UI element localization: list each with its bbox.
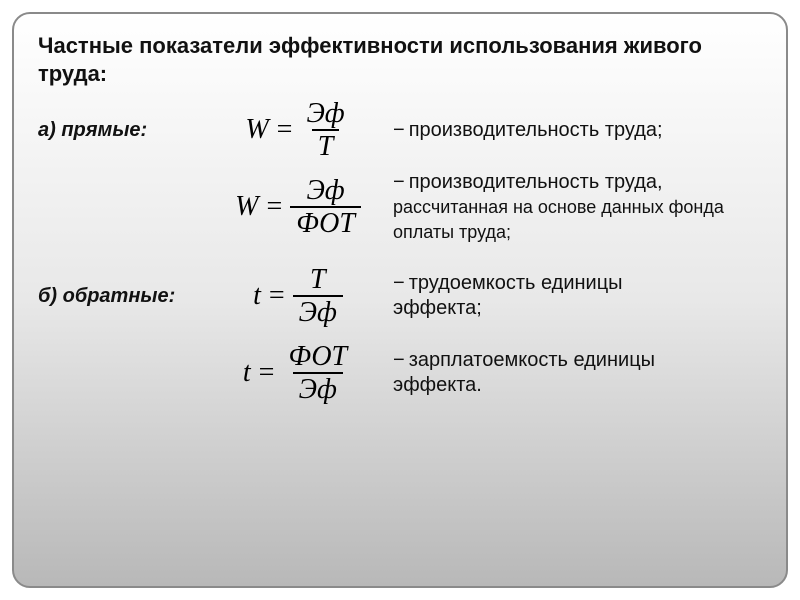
section-b-label: б) обратные: <box>38 285 203 308</box>
f2-lhs: W <box>235 191 258 223</box>
formula-row-2: W = Эф ФОТ −производительность труда, ра… <box>38 170 762 245</box>
f1-num: Эф <box>300 99 350 129</box>
desc-2: −производительность труда, рассчитанная … <box>393 170 762 245</box>
slide: Частные показатели эффективности использ… <box>12 12 788 588</box>
f1-den: T <box>312 129 340 161</box>
f2-num: Эф <box>300 176 350 206</box>
formula-row-1: а) прямые: W = Эф T −производительность … <box>38 99 762 162</box>
f4-num: ФОТ <box>282 342 353 372</box>
f4-lhs: t <box>243 357 251 389</box>
slide-title: Частные показатели эффективности использ… <box>38 32 762 87</box>
formula-row-4: t = ФОТ Эф −зарплатоемкость единицы эффе… <box>38 342 762 405</box>
desc-4: −зарплатоемкость единицы эффекта. <box>393 348 762 398</box>
f3-num: T <box>304 265 332 295</box>
f3-lhs: t <box>253 280 261 312</box>
f2-den: ФОТ <box>290 206 361 238</box>
f1-lhs: W <box>245 114 268 146</box>
formula-1: W = Эф T <box>203 99 393 162</box>
equals-sign: = <box>259 357 275 389</box>
equals-sign: = <box>269 280 285 312</box>
desc-3: −трудоемкость единицы эффекта; <box>393 271 762 321</box>
f4-den: Эф <box>293 372 343 404</box>
formula-row-3: б) обратные: t = T Эф −трудоемкость един… <box>38 265 762 328</box>
formula-4: t = ФОТ Эф <box>203 342 393 405</box>
equals-sign: = <box>277 114 293 146</box>
f3-den: Эф <box>293 295 343 327</box>
desc-1: −производительность труда; <box>393 118 762 143</box>
section-a-label: а) прямые: <box>38 119 203 142</box>
equals-sign: = <box>266 191 282 223</box>
formula-3: t = T Эф <box>203 265 393 328</box>
formula-2: W = Эф ФОТ <box>203 176 393 239</box>
